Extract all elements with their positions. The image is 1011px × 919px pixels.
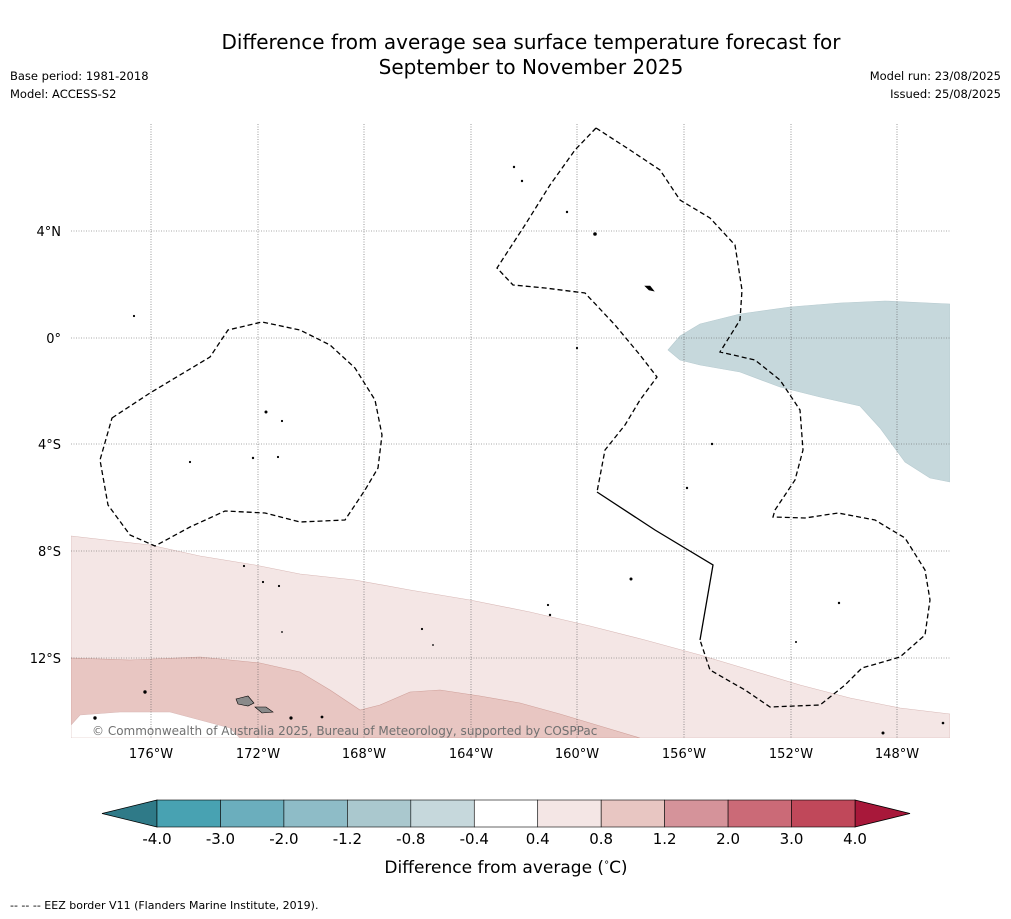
anomaly-region-cool	[667, 300, 950, 483]
colorbar-tick-label: 0.4	[526, 830, 550, 848]
lon-label-156w: 156°W	[662, 747, 706, 762]
graticule	[71, 124, 950, 738]
meta-right: Model run: 23/08/2025 Issued: 25/08/2025	[870, 67, 1001, 103]
lat-label-8s: 8°S	[38, 545, 61, 560]
island-samoa-large	[235, 695, 255, 707]
island-dot	[280, 419, 284, 423]
colorbar-swatch	[156, 799, 221, 828]
eez-border-central	[595, 127, 931, 708]
eez-borders	[99, 127, 931, 708]
island-dot	[188, 460, 192, 464]
title-line-1: Difference from average sea surface temp…	[221, 30, 841, 54]
colorbar-tick-label: 0.8	[589, 830, 613, 848]
island-dot	[575, 346, 579, 350]
colorbar-tick-label: -4.0	[142, 830, 171, 848]
lon-label-164w: 164°W	[449, 747, 493, 762]
island-dot	[132, 314, 136, 318]
colorbar-swatch	[791, 799, 856, 828]
lat-label-12s: 12°S	[30, 652, 61, 667]
lon-label-148w: 148°W	[875, 747, 919, 762]
anomaly-region-neutral	[71, 711, 241, 738]
island-dot	[277, 584, 281, 588]
island-dot	[941, 721, 945, 725]
lon-label-176w: 176°W	[129, 747, 173, 762]
colorbar-tick-label: 4.0	[843, 830, 867, 848]
model-run-text: Model run: 23/08/2025	[869, 69, 1001, 83]
island-dot	[794, 640, 797, 643]
eez-border-west	[99, 321, 383, 547]
eez-border-north	[496, 127, 658, 493]
copyright-text: © Commonwealth of Australia 2025, Bureau…	[92, 724, 597, 738]
meta-left: Base period: 1981-2018 Model: ACCESS-S2	[10, 67, 149, 103]
island-dot	[289, 716, 293, 720]
island-dot	[546, 603, 550, 607]
island-dot	[565, 210, 569, 214]
island-dot	[276, 455, 280, 459]
colorbar-swatch	[537, 799, 602, 828]
island-dot	[881, 731, 885, 735]
title-line-2: September to November 2025	[378, 55, 684, 79]
base-period-text: Base period: 1981-2018	[10, 69, 149, 83]
chart-title: Difference from average sea surface temp…	[0, 30, 1011, 80]
colorbar-tick-label: -1.2	[333, 830, 362, 848]
island-dot	[837, 601, 841, 605]
island-dot	[644, 285, 655, 292]
colorbar-swatch	[410, 799, 475, 828]
lat-label-4s: 4°S	[38, 438, 61, 453]
island-dot	[629, 577, 633, 581]
colorbar-tick-label: 1.2	[653, 830, 677, 848]
eez-border-legend: -- -- -- EEZ border V11 (Flanders Marine…	[10, 899, 319, 912]
issued-text: Issued: 25/08/2025	[890, 87, 1001, 101]
colorbar-swatch	[220, 799, 285, 828]
longitude-labels: 176°W 172°W 168°W 164°W 160°W 156°W 152°…	[129, 747, 919, 762]
lat-label-0: 0°	[46, 332, 61, 347]
island-dot	[264, 410, 268, 414]
lon-label-172w: 172°W	[236, 747, 280, 762]
model-text: Model: ACCESS-S2	[10, 87, 117, 101]
islands	[93, 165, 945, 735]
lon-label-160w: 160°W	[555, 747, 599, 762]
colorbar-swatch	[283, 799, 348, 828]
colorbar-swatch	[600, 799, 665, 828]
island-samoa-small	[254, 706, 274, 714]
colorbar-under-arrow	[101, 799, 158, 828]
lon-label-152w: 152°W	[769, 747, 813, 762]
island-dot	[251, 456, 255, 460]
island-dot	[685, 486, 689, 490]
island-dot	[143, 690, 147, 694]
island-dot	[93, 716, 97, 720]
island-dot	[261, 580, 265, 584]
island-dot	[548, 613, 552, 617]
colorbar-tick-label: -0.8	[396, 830, 425, 848]
colorbar-over-arrow	[854, 799, 911, 828]
lon-label-168w: 168°W	[342, 747, 386, 762]
map-area: © Commonwealth of Australia 2025, Bureau…	[71, 124, 950, 738]
island-dot	[520, 179, 524, 183]
island-dot	[420, 627, 424, 631]
eez-border-solid	[596, 491, 714, 641]
colorbar-tick-label: -0.4	[460, 830, 489, 848]
latitude-labels: 4°N 0° 4°S 8°S 12°S	[30, 225, 61, 667]
island-dot	[281, 631, 283, 633]
colorbar-label: Difference from average (°C)	[384, 858, 627, 878]
anomaly-region-mid-warm	[71, 656, 641, 738]
island-dot	[320, 715, 324, 719]
colorbar-tick-label: 3.0	[780, 830, 804, 848]
island-dot	[593, 232, 597, 236]
colorbar: -4.0 -3.0 -2.0 -1.2 -0.8 -0.4 0.4 0.8 1.2 2.0 3.0 4…	[101, 799, 911, 848]
island-dot	[710, 442, 714, 446]
island-dot	[512, 165, 516, 169]
colorbar-tick-label: -2.0	[269, 830, 298, 848]
colorbar-tick-label: 2.0	[716, 830, 740, 848]
lat-label-4n: 4°N	[37, 225, 62, 240]
colorbar-swatch	[664, 799, 729, 828]
colorbar-tick-label: -3.0	[206, 830, 235, 848]
island-dot	[432, 644, 434, 646]
colorbar-swatch	[473, 799, 539, 828]
colorbar-swatch	[727, 799, 792, 828]
island-dot	[242, 564, 246, 568]
colorbar-swatch	[347, 799, 412, 828]
